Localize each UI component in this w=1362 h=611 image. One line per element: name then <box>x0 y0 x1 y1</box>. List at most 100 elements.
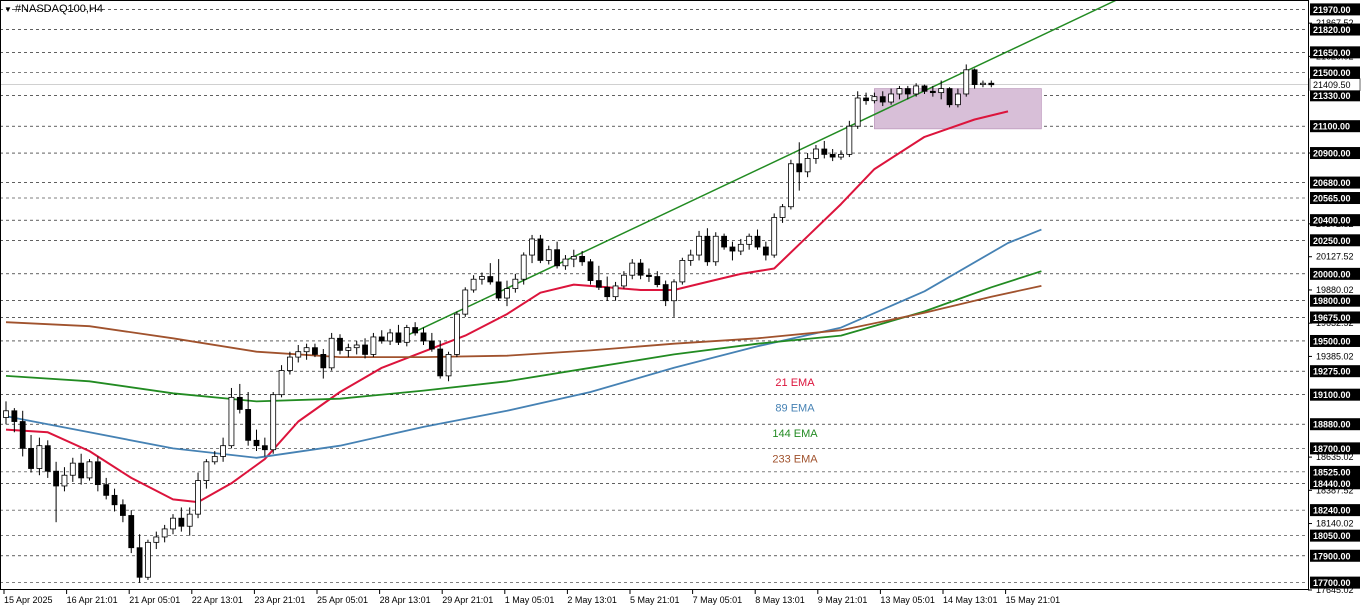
bull-candle-body <box>353 344 360 349</box>
candle <box>888 88 894 105</box>
candle <box>270 391 277 454</box>
candle <box>328 332 335 371</box>
candle <box>654 271 661 288</box>
bear-candle-body <box>111 494 118 506</box>
bear-candle-body <box>721 235 727 248</box>
bull-candle-body <box>345 347 352 351</box>
bear-candle-body <box>44 445 51 472</box>
price-badge <box>1310 147 1360 160</box>
time-label: 13 May 05:01 <box>880 595 935 605</box>
candle <box>261 437 268 457</box>
bear-candle-body <box>136 547 143 578</box>
candle <box>729 241 736 261</box>
ema-legend: 21 EMA 89 EMA 144 EMA 233 EMA <box>772 377 818 466</box>
bear-candle-body <box>128 515 135 549</box>
symbol-label[interactable]: ▼ #NASDAQ100,H4 <box>4 3 103 15</box>
bull-candle-body <box>462 289 469 315</box>
bull-candle-body <box>220 445 227 457</box>
bull-candle-body <box>938 88 945 94</box>
price-label: 18635.02 <box>1316 452 1354 462</box>
bull-candle-body <box>186 513 193 527</box>
price-badge <box>1310 294 1360 307</box>
bull-candle-body <box>696 235 702 256</box>
legend-entry: 144 EMA <box>772 428 818 440</box>
candle <box>562 255 569 270</box>
current-price-badge <box>1309 78 1361 91</box>
candle <box>428 332 435 352</box>
bear-candle-body <box>312 347 318 355</box>
bear-candle-body <box>362 344 368 355</box>
bear-candle-body <box>487 276 494 283</box>
price-badge-label: 18525.00 <box>1313 467 1351 477</box>
bear-candle-body <box>579 256 586 263</box>
candle <box>504 280 510 307</box>
time-label: 2 May 13:01 <box>567 595 617 605</box>
bull-candle-body <box>746 235 753 245</box>
price-badge <box>1310 267 1360 280</box>
bull-candle-body <box>286 356 293 371</box>
candle <box>253 429 260 452</box>
bull-candle-body <box>980 82 986 85</box>
price-label: 18140.02 <box>1316 519 1354 529</box>
candle <box>403 324 410 347</box>
price-badge-label: 20400.00 <box>1313 216 1351 226</box>
bull-candle-body <box>838 153 844 158</box>
candle <box>479 272 485 285</box>
candle <box>829 149 836 162</box>
price-badge <box>1310 89 1360 102</box>
bear-candle-body <box>320 354 327 369</box>
bull-candle-body <box>629 262 636 276</box>
bull-candle-body <box>963 69 970 95</box>
candle <box>721 233 727 250</box>
bull-candle-body <box>621 274 627 287</box>
price-badge <box>1310 311 1360 324</box>
price-badge <box>1310 23 1360 36</box>
price-badge-label: 21820.00 <box>1313 25 1351 35</box>
time-label: 7 May 05:01 <box>693 595 743 605</box>
price-badge-label: 20250.00 <box>1313 236 1351 246</box>
bear-candle-body <box>253 439 260 447</box>
candle <box>345 343 352 358</box>
candle <box>145 539 151 580</box>
price-label: 21867.52 <box>1316 18 1354 28</box>
bear-candle-body <box>921 85 928 92</box>
bull-candle-body <box>170 517 176 530</box>
price-badge-label: 18440.00 <box>1313 479 1351 489</box>
candle <box>520 252 527 285</box>
candle <box>420 327 427 346</box>
bear-candle-body <box>662 284 669 302</box>
bull-candle-body <box>303 347 310 353</box>
price-badge-label: 19800.00 <box>1313 296 1351 306</box>
candle <box>846 120 853 158</box>
bull-candle-body <box>36 445 43 469</box>
price-axis[interactable]: 21867.5221620.0220900.0020372.5220127.52… <box>1308 3 1361 595</box>
candle <box>412 322 419 336</box>
candle <box>203 459 210 489</box>
candle <box>804 153 811 178</box>
candle <box>904 85 911 100</box>
bear-candle-body <box>395 332 402 343</box>
bear-candle-body <box>587 261 594 281</box>
bull-candle-body <box>913 85 920 95</box>
price-badge <box>1310 334 1360 347</box>
time-label: 5 May 21:01 <box>630 595 680 605</box>
candle <box>838 150 844 160</box>
candle <box>612 281 619 301</box>
bull-candle-body <box>545 249 552 261</box>
dropdown-triangle-icon[interactable]: ▼ <box>4 5 12 14</box>
bull-candle-body <box>153 536 160 543</box>
candle <box>178 507 185 532</box>
bull-candle-body <box>788 163 794 208</box>
price-badge <box>1310 234 1360 247</box>
price-badge <box>1310 214 1360 227</box>
candle <box>94 456 101 492</box>
price-badge-label: 19275.00 <box>1313 367 1351 377</box>
time-label: 29 Apr 21:01 <box>442 595 493 605</box>
time-axis[interactable]: 15 Apr 2025 16 Apr 21:01 21 Apr 05:01 22 Ap… <box>3 590 1060 605</box>
bear-candle-body <box>796 163 803 173</box>
bull-candle-body <box>228 396 235 447</box>
candle <box>153 531 160 550</box>
bear-candle-body <box>495 281 502 299</box>
price-badge-label: 21500.00 <box>1313 68 1351 78</box>
